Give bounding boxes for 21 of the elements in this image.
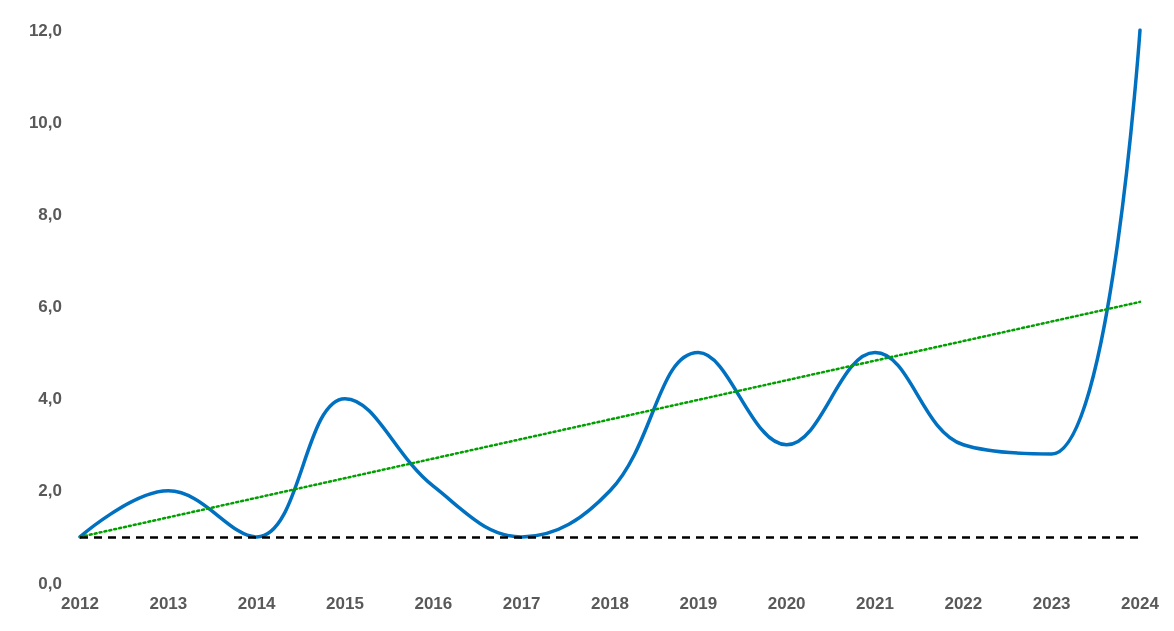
x-tick-label: 2019 xyxy=(679,594,718,613)
x-tick-label: 2018 xyxy=(591,594,629,613)
x-tick-label: 2021 xyxy=(856,594,894,613)
x-tick-label: 2013 xyxy=(149,594,188,613)
x-tick-label: 2022 xyxy=(944,594,983,613)
x-tick-label: 2015 xyxy=(326,594,364,613)
x-tick-label: 2020 xyxy=(767,594,806,613)
y-tick-label: 12,0 xyxy=(28,20,62,40)
x-tick-label: 2024 xyxy=(1121,594,1160,613)
x-tick-label: 2017 xyxy=(502,594,541,613)
x-tick-label: 2014 xyxy=(237,594,277,613)
y-tick-label: 2,0 xyxy=(38,481,62,501)
line-series xyxy=(78,28,1142,539)
y-tick-label: 0,0 xyxy=(38,573,62,593)
y-tick-label: 6,0 xyxy=(38,297,62,316)
y-tick-label: 4,0 xyxy=(38,389,62,409)
x-tick-label: 2023 xyxy=(1032,594,1071,613)
x-tick-label: 2012 xyxy=(61,594,99,613)
y-tick-label: 8,0 xyxy=(38,204,62,224)
y-tick-label: 10,0 xyxy=(28,112,62,132)
x-tick-label: 2016 xyxy=(414,594,453,613)
